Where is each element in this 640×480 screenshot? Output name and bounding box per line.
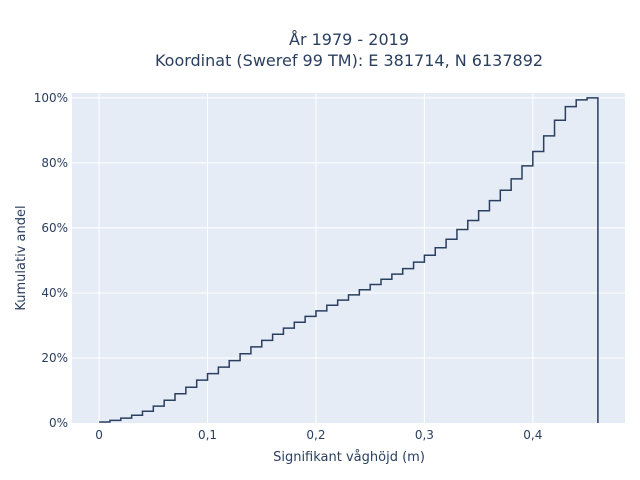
x-axis-label: Signifikant våghöjd (m) bbox=[273, 450, 425, 465]
y-tick-label: 80% bbox=[41, 156, 68, 170]
y-tick-label: 20% bbox=[41, 351, 68, 365]
y-tick-label: 60% bbox=[41, 221, 68, 235]
x-tick-label: 0,4 bbox=[523, 428, 542, 442]
plot-area bbox=[72, 93, 625, 423]
y-axis-label: Kumulativ andel bbox=[14, 205, 29, 310]
chart-subtitle: Koordinat (Sweref 99 TM): E 381714, N 61… bbox=[155, 51, 543, 70]
x-tick-label: 0,3 bbox=[415, 428, 434, 442]
x-tick-label: 0,1 bbox=[198, 428, 217, 442]
series-step-line bbox=[99, 97, 599, 423]
x-axis-ticks: 0 0,1 0,2 0,3 0,4 bbox=[95, 428, 542, 442]
y-axis-ticks: 0% 20% 40% 60% 80% 100% bbox=[34, 91, 68, 430]
y-tick-label: 40% bbox=[41, 286, 68, 300]
x-tick-label: 0 bbox=[95, 428, 103, 442]
x-tick-label: 0,2 bbox=[306, 428, 325, 442]
y-tick-label: 100% bbox=[34, 91, 68, 105]
chart-title: År 1979 - 2019 bbox=[289, 30, 409, 49]
y-tick-label: 0% bbox=[49, 416, 68, 430]
